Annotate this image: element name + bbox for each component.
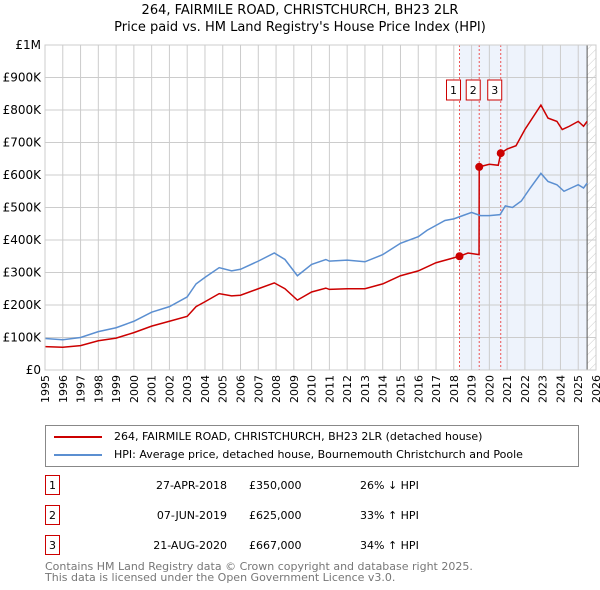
price-chart: 1995 1996 1997 1998 1999 2000 2001 2002 2003 2004… xyxy=(3,38,600,403)
legend: 264, FAIRMILE ROAD, CHRISTCHURCH, BH23 2… xyxy=(45,425,579,467)
x-tick-label: 1999 xyxy=(110,375,123,403)
sale-marker-box: 3 xyxy=(45,535,60,555)
sale-price: £667,000 xyxy=(249,539,302,552)
sale-row: 2 07-JUN-2019 £625,000 33% ↑ HPI xyxy=(45,505,445,527)
x-tick-label: 2005 xyxy=(217,375,230,403)
sale-label-box xyxy=(445,79,461,101)
legend-item-hpi: HPI: Average price, detached house, Bour… xyxy=(54,448,523,461)
x-tick-label: 2000 xyxy=(128,375,141,403)
sale-price: £350,000 xyxy=(249,479,302,492)
x-tick-label: 2006 xyxy=(235,375,248,403)
x-tick-label: 2001 xyxy=(146,375,159,403)
y-tick-label: £0 xyxy=(26,363,41,377)
sale-marker-box: 2 xyxy=(45,505,60,525)
sale-price: £625,000 xyxy=(249,509,302,522)
y-tick-label: £400K xyxy=(3,233,43,247)
y-tick-label: £500K xyxy=(3,201,43,215)
sale-marker-box: 1 xyxy=(45,475,60,495)
sale-date: 27-APR-2018 xyxy=(155,479,227,492)
y-tick-label: £600K xyxy=(3,168,43,182)
legend-swatch-hpi xyxy=(54,453,102,456)
x-tick-label: 2012 xyxy=(341,375,354,403)
sale-hpi-diff: 26% ↓ HPI xyxy=(360,479,419,492)
sale-label-box xyxy=(465,79,481,101)
y-tick-label: £900K xyxy=(3,71,43,85)
x-tick-label: 2008 xyxy=(270,375,283,403)
x-tick-label: 2018 xyxy=(448,375,461,403)
x-tick-label: 1997 xyxy=(75,375,88,403)
x-tick-label: 2017 xyxy=(430,375,443,403)
x-tick-label: 2010 xyxy=(306,375,319,403)
x-tick-label: 2013 xyxy=(359,375,372,403)
sale-hpi-diff: 34% ↑ HPI xyxy=(360,539,419,552)
sale-point xyxy=(475,162,484,171)
chart-title: 264, FAIRMILE ROAD, CHRISTCHURCH, BH23 2… xyxy=(141,3,459,18)
sale-date: 07-JUN-2019 xyxy=(156,509,227,522)
sale-point xyxy=(455,252,464,261)
x-tick-label: 2015 xyxy=(394,375,407,403)
sale-point xyxy=(496,149,505,158)
legend-item-property: 264, FAIRMILE ROAD, CHRISTCHURCH, BH23 2… xyxy=(54,430,482,443)
property-price-line xyxy=(44,103,588,349)
x-tick-label: 2019 xyxy=(466,375,479,403)
sale-row: 1 27-APR-2018 £350,000 26% ↓ HPI xyxy=(45,475,445,497)
y-tick-label: £200K xyxy=(3,298,43,312)
y-tick-label: £700K xyxy=(3,136,43,150)
x-tick-label: 1995 xyxy=(39,375,52,403)
x-tick-label: 2009 xyxy=(288,375,301,403)
sale-label: 2 xyxy=(470,84,477,97)
footer: Contains HM Land Registry data © Crown c… xyxy=(45,561,473,583)
x-tick-label: 2022 xyxy=(519,375,532,403)
sale-label: 3 xyxy=(491,84,498,97)
legend-label-property: 264, FAIRMILE ROAD, CHRISTCHURCH, BH23 2… xyxy=(114,430,483,443)
x-tick-label: 2025 xyxy=(572,375,585,403)
footer-line: Contains HM Land Registry data © Crown c… xyxy=(45,560,473,573)
x-tick-label: 2003 xyxy=(181,375,194,403)
x-tick-label: 2023 xyxy=(537,375,550,403)
x-tick-label: 2002 xyxy=(163,375,176,403)
x-tick-label: 2026 xyxy=(590,375,600,403)
x-tick-label: 2016 xyxy=(412,375,425,403)
y-tick-label: £800K xyxy=(3,103,43,117)
x-tick-label: 2011 xyxy=(323,375,336,403)
plot-frame xyxy=(44,44,597,371)
sale-label-box xyxy=(487,79,503,101)
sale-row: 3 21-AUG-2020 £667,000 34% ↑ HPI xyxy=(45,535,445,557)
hpi-line xyxy=(44,172,588,341)
y-tick-label: £100K xyxy=(3,331,43,345)
y-tick-label: £1M xyxy=(15,38,41,52)
x-tick-label: 2020 xyxy=(483,375,496,403)
x-tick-label: 1996 xyxy=(57,375,70,403)
x-tick-label: 2014 xyxy=(377,375,390,403)
sale-label: 1 xyxy=(450,84,457,97)
y-tick-label: £300K xyxy=(3,266,43,280)
x-tick-label: 2004 xyxy=(199,375,212,403)
x-tick-label: 1998 xyxy=(92,375,105,403)
sale-date: 21-AUG-2020 xyxy=(153,539,227,552)
footer-line: This data is licensed under the Open Gov… xyxy=(45,571,396,584)
x-tick-label: 2024 xyxy=(554,375,567,403)
chart-subtitle: Price paid vs. HM Land Registry's House … xyxy=(114,20,486,35)
legend-swatch-property xyxy=(54,435,102,438)
legend-label-hpi: HPI: Average price, detached house, Bour… xyxy=(114,448,523,461)
x-tick-label: 2007 xyxy=(252,375,265,403)
sale-hpi-diff: 33% ↑ HPI xyxy=(360,509,419,522)
x-tick-label: 2021 xyxy=(501,375,514,403)
